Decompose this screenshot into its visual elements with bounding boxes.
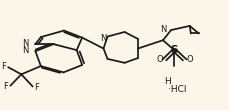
Text: N: N — [22, 46, 29, 55]
Text: H: H — [164, 77, 171, 86]
Text: F: F — [1, 62, 6, 71]
Text: O: O — [156, 55, 163, 64]
Text: O: O — [186, 55, 193, 64]
Text: ·HCl: ·HCl — [168, 85, 186, 94]
Text: N: N — [22, 39, 29, 48]
Text: F: F — [34, 82, 39, 92]
Text: N: N — [100, 34, 106, 42]
Text: N: N — [160, 25, 166, 34]
Text: F: F — [3, 82, 8, 91]
Text: S: S — [171, 45, 178, 55]
